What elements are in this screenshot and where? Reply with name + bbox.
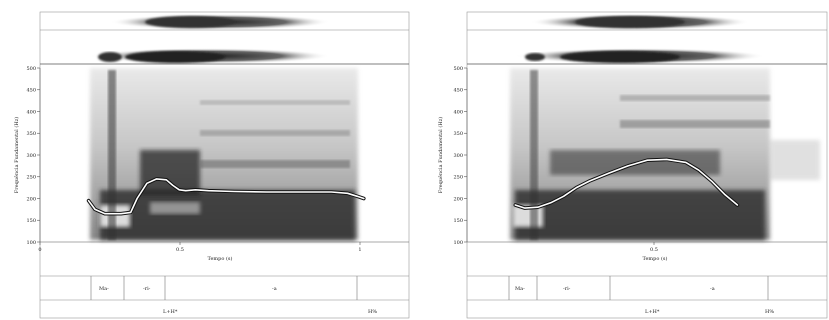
right-syllable-1: Ma- xyxy=(515,286,525,292)
right-x-ticks: 0.5 xyxy=(650,242,658,253)
left-x-axis-title: Tempo (s) xyxy=(208,255,233,262)
right-waveform-2-onset xyxy=(525,53,545,61)
left-y-ticks: 500 450 400 350 300 250 200 150 100 xyxy=(26,66,40,246)
left-f0-contour-line xyxy=(87,178,365,215)
left-x-tick-label: 1 xyxy=(358,247,361,253)
right-tone-2: H% xyxy=(765,309,774,315)
left-tone-1: L+H* xyxy=(163,309,178,315)
left-syllable-2: -ri- xyxy=(143,286,151,292)
left-y-tick-label: 200 xyxy=(26,196,36,202)
right-y-tick-label: 250 xyxy=(453,175,463,181)
left-y-tick-label: 150 xyxy=(26,218,36,224)
left-syllable-1: Ma- xyxy=(99,286,109,292)
left-x-ticks: 0 0.5 1 xyxy=(38,242,362,253)
right-waveform-1-core xyxy=(575,16,685,28)
left-waveform-2-onset xyxy=(98,52,122,62)
left-x-tick-label: 0 xyxy=(38,247,41,253)
right-y-tick-label: 400 xyxy=(453,109,463,115)
left-waveform-2-core xyxy=(125,51,225,63)
right-y-ticks: 500 450 400 350 300 250 200 150 100 xyxy=(453,66,467,246)
right-syllable-3: -a xyxy=(710,286,715,292)
left-y-tick-label: 500 xyxy=(26,66,36,72)
right-y-tick-label: 200 xyxy=(453,196,463,202)
right-y-axis-title: Frequência Fundamental (Hz) xyxy=(437,117,444,194)
left-y-tick-label: 100 xyxy=(26,240,36,246)
left-y-tick-label: 300 xyxy=(26,153,36,159)
right-y-tick-label: 100 xyxy=(453,240,463,246)
right-waveform-2-core xyxy=(560,51,680,63)
right-f0-contour xyxy=(513,157,740,210)
left-f0-contour xyxy=(86,177,366,216)
left-y-axis-title: Frequência Fundamental (Hz) xyxy=(13,117,20,194)
right-x-tick-label: 0.5 xyxy=(650,247,658,253)
left-y-tick-label: 250 xyxy=(26,175,36,181)
right-y-tick-label: 350 xyxy=(453,131,463,137)
left-y-tick-label: 450 xyxy=(26,88,36,94)
right-y-tick-label: 300 xyxy=(453,153,463,159)
left-waveform-1-core xyxy=(145,16,235,28)
left-x-tick-label: 0.5 xyxy=(176,247,184,253)
right-y-tick-label: 500 xyxy=(453,66,463,72)
right-syllable-2: -ri- xyxy=(563,286,571,292)
right-f0-contour-line xyxy=(514,158,739,209)
right-panel: 500 450 400 350 300 250 200 150 100 0.5 Frequênc… xyxy=(437,11,828,319)
left-y-tick-label: 400 xyxy=(26,109,36,115)
left-syllable-3: -a xyxy=(272,286,277,292)
right-tone-1: L+H* xyxy=(645,309,660,315)
right-y-tick-label: 150 xyxy=(453,218,463,224)
left-y-tick-label: 350 xyxy=(26,131,36,137)
right-spectrogram xyxy=(510,68,820,240)
right-x-axis-title: Tempo (s) xyxy=(643,255,668,262)
right-y-tick-label: 450 xyxy=(453,88,463,94)
left-tone-2: H% xyxy=(368,309,377,315)
left-spectrogram xyxy=(90,68,358,240)
